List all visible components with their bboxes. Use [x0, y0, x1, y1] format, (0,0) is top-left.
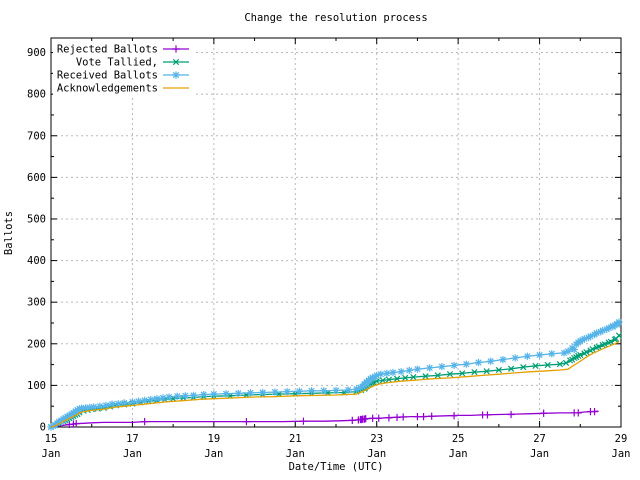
- plot-border: [50, 37, 622, 428]
- series-markers-vote-tallied: [47, 332, 623, 431]
- ytick-label-800: 800: [27, 89, 46, 101]
- xtick-label-day-19: 19: [208, 433, 221, 445]
- xtick-label-month-25: Jan: [449, 448, 468, 460]
- ytick-label-900: 900: [27, 47, 46, 59]
- series-markers-rejected-ballots: [65, 408, 599, 429]
- xtick-label-month-29: Jan: [612, 448, 631, 460]
- xtick-label-day-23: 23: [370, 433, 383, 445]
- series-vote-tallied: [47, 332, 623, 431]
- ytick-label-0: 0: [40, 422, 46, 434]
- y-axis-label: Ballots: [3, 211, 15, 255]
- series-line-rejected-ballots: [50, 410, 599, 428]
- xtick-label-month-19: Jan: [204, 448, 223, 460]
- legend-entry-rejected-ballots: Rejected Ballots: [57, 44, 189, 56]
- ytick-label-400: 400: [27, 255, 46, 267]
- series-layer: [47, 318, 623, 431]
- legend-marker-received-ballots-icon: [172, 71, 180, 79]
- grid-layer: [51, 38, 621, 427]
- legend-label-rejected-ballots: Rejected Ballots: [57, 44, 158, 56]
- xtick-label-month-27: Jan: [530, 448, 549, 460]
- ytick-label-500: 500: [27, 213, 46, 225]
- legend-entry-acknowledgements: Acknowledgements: [57, 83, 189, 95]
- legend-label-vote-tallied: Vote Tallied,: [76, 57, 158, 69]
- ytick-label-600: 600: [27, 172, 46, 184]
- xtick-label-day-25: 25: [452, 433, 465, 445]
- xtick-label-day-17: 17: [126, 433, 139, 445]
- xtick-label-month-15: Jan: [42, 448, 61, 460]
- legend-background: [53, 41, 195, 95]
- legend-marker-rejected-ballots-icon: [172, 45, 180, 53]
- legend-label-acknowledgements: Acknowledgements: [57, 83, 158, 95]
- ytick-label-100: 100: [27, 380, 46, 392]
- series-rejected-ballots: [50, 408, 599, 429]
- xtick-label-day-27: 27: [533, 433, 546, 445]
- ytick-label-300: 300: [27, 297, 46, 309]
- xtick-label-month-17: Jan: [123, 448, 142, 460]
- series-line-received-ballots: [50, 321, 620, 428]
- xtick-label-day-21: 21: [289, 433, 302, 445]
- xtick-label-day-15: 15: [45, 433, 58, 445]
- xtick-label-day-29: 29: [615, 433, 628, 445]
- xtick-label-month-23: Jan: [367, 448, 386, 460]
- series-line-acknowledgements: [50, 341, 620, 428]
- chart-title: Change the resolution process: [244, 12, 427, 24]
- series-acknowledgements: [50, 341, 620, 428]
- xtick-label-month-21: Jan: [286, 448, 305, 460]
- ytick-label-200: 200: [27, 338, 46, 350]
- legend-entry-vote-tallied: Vote Tallied,: [76, 57, 189, 69]
- ytick-label-700: 700: [27, 130, 46, 142]
- axis-layer: 0 100 200 300 400 500 600 700 800 900 15 Jan 17 Jan 19…: [27, 37, 631, 460]
- legend-marker-vote-tallied-icon: [172, 58, 180, 66]
- legend-entry-received-ballots: Received Ballots: [57, 70, 189, 82]
- x-axis-label: Date/Time (UTC): [289, 461, 384, 473]
- legend-label-received-ballots: Received Ballots: [57, 70, 158, 82]
